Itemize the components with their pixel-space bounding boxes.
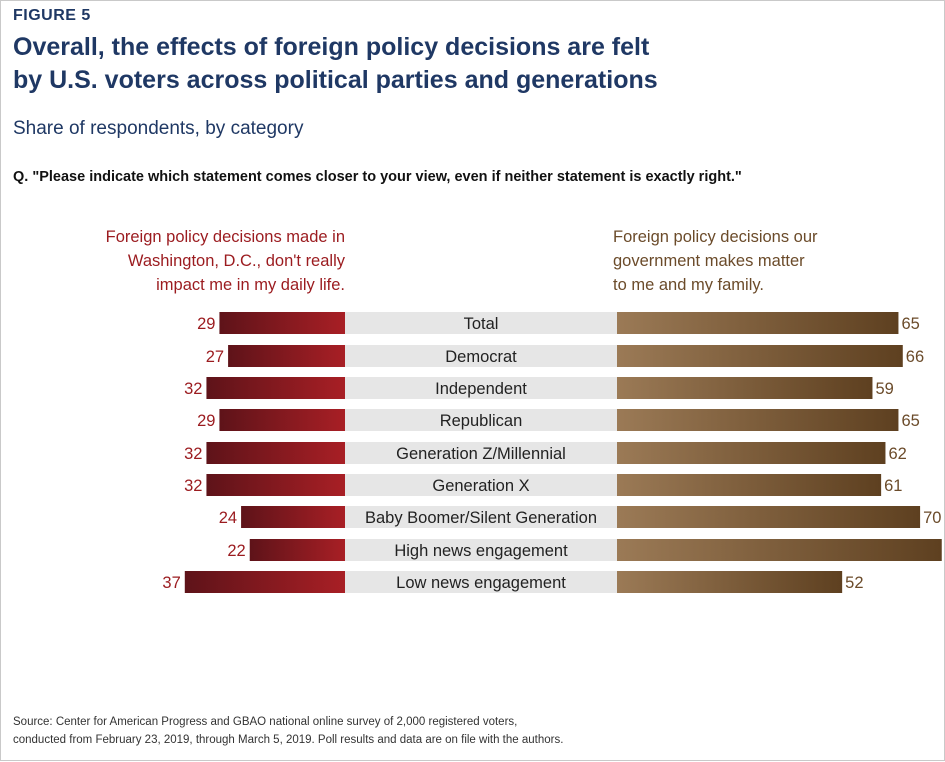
right-value-label: 65 <box>901 315 919 333</box>
left-bar <box>206 474 345 496</box>
left-value-label: 29 <box>197 315 215 333</box>
right-value-label: 52 <box>845 574 863 592</box>
source-line: conducted from February 23, 2019, throug… <box>13 731 913 749</box>
right-value-label: 59 <box>875 380 893 398</box>
right-bar <box>617 539 942 561</box>
right-bar <box>617 377 872 399</box>
right-value-label: 62 <box>888 445 906 463</box>
right-bar <box>617 409 898 431</box>
category-label: Democrat <box>445 348 517 366</box>
category-label: Generation Z/Millennial <box>396 445 566 463</box>
right-bar <box>617 442 885 464</box>
left-bar <box>228 345 345 367</box>
right-bar <box>617 506 920 528</box>
left-bar <box>206 377 345 399</box>
category-label: Generation X <box>432 477 529 495</box>
right-bar <box>617 474 881 496</box>
left-value-label: 27 <box>206 348 224 366</box>
left-value-label: 22 <box>227 542 245 560</box>
left-bar <box>185 571 345 593</box>
right-bar <box>617 312 898 334</box>
right-value-label: 61 <box>884 477 902 495</box>
source-line: Source: Center for American Progress and… <box>13 713 913 731</box>
left-value-label: 32 <box>184 445 202 463</box>
left-bar <box>250 539 345 561</box>
left-bar <box>219 409 345 431</box>
right-value-label: 66 <box>906 348 924 366</box>
right-value-label: 70 <box>923 509 941 527</box>
left-value-label: 32 <box>184 380 202 398</box>
right-bar <box>617 571 842 593</box>
left-value-label: 32 <box>184 477 202 495</box>
left-bar <box>219 312 345 334</box>
left-value-label: 37 <box>162 574 180 592</box>
left-value-label: 29 <box>197 412 215 430</box>
source-note: Source: Center for American Progress and… <box>13 713 913 749</box>
left-value-label: 24 <box>219 509 237 527</box>
category-label: Low news engagement <box>396 574 566 592</box>
right-bar <box>617 345 903 367</box>
category-label: High news engagement <box>394 542 568 560</box>
left-bar <box>206 442 345 464</box>
category-label: Independent <box>435 380 527 398</box>
category-label: Total <box>464 315 499 333</box>
left-bar <box>241 506 345 528</box>
category-label: Baby Boomer/Silent Generation <box>365 509 597 527</box>
category-label: Republican <box>440 412 523 430</box>
right-value-label: 65 <box>901 412 919 430</box>
